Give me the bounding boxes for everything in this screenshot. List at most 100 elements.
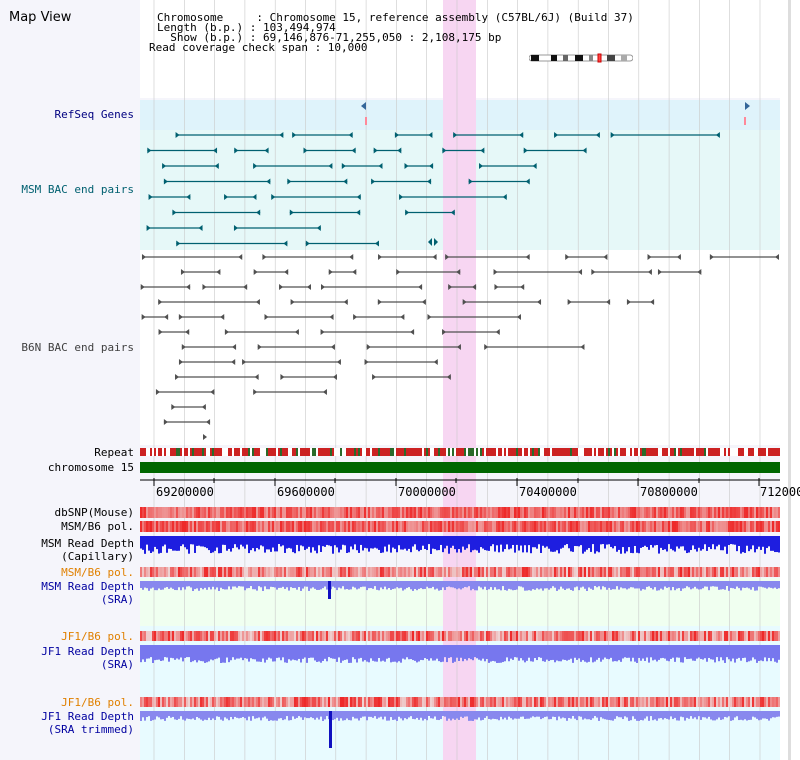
msm-depth-sra-bar <box>282 581 284 587</box>
msm-depth-sra-bar <box>418 581 420 589</box>
jf1-b6-pol-heat <box>280 631 282 641</box>
msm-depth-sra-bar <box>572 581 574 591</box>
msm-b6-pol-2-heat <box>648 567 650 577</box>
msm-depth-sra-bar <box>558 581 560 590</box>
msm-depth-cap-bar <box>452 536 454 546</box>
msm-read-depth-sra-label[interactable]: MSM Read Depth <box>41 580 134 593</box>
jf1-depth-sra-bar <box>394 645 396 662</box>
jf1-depth-sra-bar <box>608 645 610 660</box>
msm-depth-cap-bar <box>266 536 268 550</box>
jf1-depth-sra-bar <box>524 645 526 663</box>
msm-b6-pol-heat <box>742 521 744 532</box>
jf1-b6-pol-2-heat <box>656 697 658 707</box>
jf1-b6-pol-heat <box>340 631 342 641</box>
msm-b6-pol-heat <box>536 521 538 532</box>
jf1-b6-pol-2-heat <box>488 697 490 707</box>
jf1-b6-pol-label[interactable]: JF1/B6 pol. <box>61 630 134 643</box>
jf1-depth-sra-bar <box>196 645 198 663</box>
refseq-genes-label[interactable]: RefSeq Genes <box>54 108 134 121</box>
msm-depth-sra-bar <box>248 581 250 589</box>
jf1-b6-pol-heat <box>288 631 290 641</box>
jf1-b6-pol-heat <box>512 631 514 641</box>
jf1-b6-pol-heat <box>578 631 580 641</box>
jf1-b6-pol-heat <box>498 631 500 641</box>
msm-b6-pol-2-heat <box>334 567 336 577</box>
jf1-depth-trim-bar <box>314 711 316 720</box>
jf1-read-depth-trim-label[interactable]: JF1 Read Depth <box>41 710 134 723</box>
msm-b6-pol-2-heat <box>274 567 276 577</box>
msm-bac-label[interactable]: MSM BAC end pairs <box>21 183 134 196</box>
msm-depth-sra-bar <box>494 581 496 588</box>
msm-depth-sra-bar <box>520 581 522 587</box>
jf1-read-depth-sra-label[interactable]: JF1 Read Depth <box>41 645 134 658</box>
b6n-bac-pair-end <box>155 389 160 395</box>
msm-b6-pol-2-heat <box>750 567 752 577</box>
msm-b6-pol-2-heat <box>568 567 570 577</box>
jf1-depth-sra-bar <box>322 645 324 661</box>
jf1-b6-pol-2-heat <box>200 697 202 707</box>
jf1-b6-pol-heat <box>508 631 510 641</box>
jf1-b6-pol-heat <box>170 631 172 641</box>
jf1-b6-pol-2-heat <box>586 697 588 707</box>
msm-b6-pol-2-label[interactable]: MSM/B6 pol. <box>61 566 134 579</box>
jf1-depth-sra-bar <box>478 645 480 660</box>
msm-b6-pol-2-heat <box>366 567 368 577</box>
repeat-segment <box>604 448 606 456</box>
jf1-b6-pol-2-heat <box>618 697 620 707</box>
dbsnp-label[interactable]: dbSNP(Mouse) <box>54 506 134 519</box>
msm-depth-sra-bar <box>530 581 532 591</box>
msm-b6-pol-2-heat <box>586 567 588 577</box>
jf1-b6-pol-heat <box>320 631 322 641</box>
jf1-b6-pol-2-heat <box>154 697 156 707</box>
jf1-b6-pol-2-heat <box>596 697 598 707</box>
jf1-depth-sra-bar <box>768 645 770 658</box>
b6n-bac-label[interactable]: B6N BAC end pairs <box>21 341 134 354</box>
jf1-b6-pol-2-heat <box>234 697 236 707</box>
msm-b6-pol-heat <box>722 521 724 532</box>
jf1-depth-trim-bar <box>650 711 652 717</box>
dbsnp-heat <box>666 507 668 518</box>
jf1-b6-pol-2-heat <box>222 697 224 707</box>
jf1-b6-pol-2-heat <box>550 697 552 707</box>
msm-bac-pair-end <box>305 240 310 247</box>
jf1-b6-pol-2-heat <box>246 697 248 707</box>
jf1-b6-pol-2-heat <box>442 697 444 707</box>
jf1-b6-pol-2-heat <box>732 697 734 707</box>
dbsnp-heat <box>354 507 356 518</box>
msm-read-depth-cap-label[interactable]: MSM Read Depth <box>41 537 134 550</box>
jf1-b6-pol-2-heat <box>670 697 672 707</box>
jf1-b6-pol-2-heat <box>390 697 392 707</box>
jf1-b6-pol-2-heat <box>496 697 498 707</box>
jf1-b6-pol-2-heat <box>392 697 394 707</box>
msm-b6-pol-2-heat <box>440 567 442 577</box>
jf1-depth-trim-bar <box>762 711 764 719</box>
jf1-depth-sra-bar <box>462 645 464 662</box>
repeat-segment <box>596 448 598 456</box>
msm-b6-pol-label[interactable]: MSM/B6 pol. <box>61 520 134 533</box>
dbsnp-heat <box>648 507 650 518</box>
jf1-depth-trim-bar <box>658 711 660 719</box>
msm-depth-cap-bar <box>766 536 768 549</box>
jf1-b6-pol-heat <box>244 631 246 641</box>
msm-b6-pol-2-heat <box>390 567 392 577</box>
jf1-b6-pol-2-heat <box>362 697 364 707</box>
msm-b6-pol-2-heat <box>732 567 734 577</box>
msm-b6-pol-heat <box>238 521 240 532</box>
msm-b6-pol-heat <box>172 521 174 532</box>
jf1-b6-pol-2-label[interactable]: JF1/B6 pol. <box>61 696 134 709</box>
jf1-depth-sra-bar <box>612 645 614 662</box>
dbsnp-heat <box>448 507 450 518</box>
msm-depth-cap-bar <box>672 536 674 551</box>
jf1-depth-trim-bar <box>338 711 340 721</box>
msm-depth-sra-bar <box>486 581 488 591</box>
jf1-b6-pol-heat <box>676 631 678 641</box>
chromosome-ideogram[interactable] <box>529 53 633 63</box>
msm-depth-sra-bar <box>310 581 312 589</box>
dbsnp-heat <box>754 507 756 518</box>
jf1-b6-pol-heat <box>452 631 454 641</box>
msm-b6-pol-2-heat <box>704 567 706 577</box>
msm-depth-cap-bar <box>224 536 226 545</box>
msm-depth-cap-bar <box>448 536 450 554</box>
msm-b6-pol-heat <box>726 521 728 532</box>
